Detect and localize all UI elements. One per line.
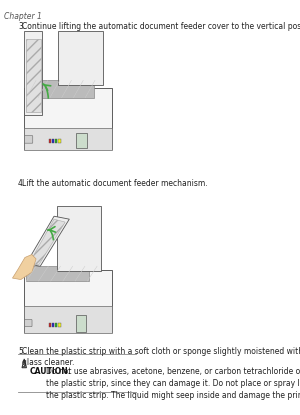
Text: !: !: [22, 361, 26, 367]
FancyBboxPatch shape: [24, 128, 112, 150]
FancyBboxPatch shape: [26, 39, 41, 112]
Text: Clean the plastic strip with a soft cloth or sponge slightly moistened with a no: Clean the plastic strip with a soft clot…: [22, 347, 300, 367]
FancyBboxPatch shape: [24, 88, 112, 149]
FancyBboxPatch shape: [26, 266, 89, 281]
FancyBboxPatch shape: [76, 134, 87, 148]
Bar: [52, 323, 54, 327]
Bar: [55, 323, 57, 327]
FancyBboxPatch shape: [24, 32, 42, 115]
Text: 5.: 5.: [18, 347, 25, 356]
FancyBboxPatch shape: [24, 270, 112, 332]
FancyBboxPatch shape: [57, 206, 101, 271]
Bar: [52, 139, 54, 143]
Polygon shape: [13, 254, 36, 280]
FancyBboxPatch shape: [76, 315, 86, 332]
Text: 3.: 3.: [18, 22, 25, 32]
Text: CAUTION:: CAUTION:: [30, 367, 72, 376]
FancyBboxPatch shape: [25, 320, 32, 327]
Text: Lift the automatic document feeder mechanism.: Lift the automatic document feeder mecha…: [22, 179, 208, 188]
Text: Chapter 1: Chapter 1: [4, 12, 42, 21]
Bar: [58, 139, 61, 143]
FancyBboxPatch shape: [25, 136, 33, 143]
Polygon shape: [29, 219, 65, 265]
Polygon shape: [22, 359, 26, 368]
Text: Continue lifting the automatic document feeder cover to the vertical position.: Continue lifting the automatic document …: [22, 22, 300, 32]
Bar: [55, 139, 57, 143]
Bar: [58, 323, 61, 327]
FancyBboxPatch shape: [24, 306, 112, 333]
Bar: [49, 139, 51, 143]
Bar: [49, 323, 51, 327]
Polygon shape: [26, 216, 69, 266]
Text: 4.: 4.: [18, 179, 25, 188]
Text: Do not use abrasives, acetone, benzene, or carbon tetrachloride on
the plastic s: Do not use abrasives, acetone, benzene, …: [46, 367, 300, 400]
FancyBboxPatch shape: [26, 81, 94, 98]
FancyBboxPatch shape: [58, 32, 104, 85]
